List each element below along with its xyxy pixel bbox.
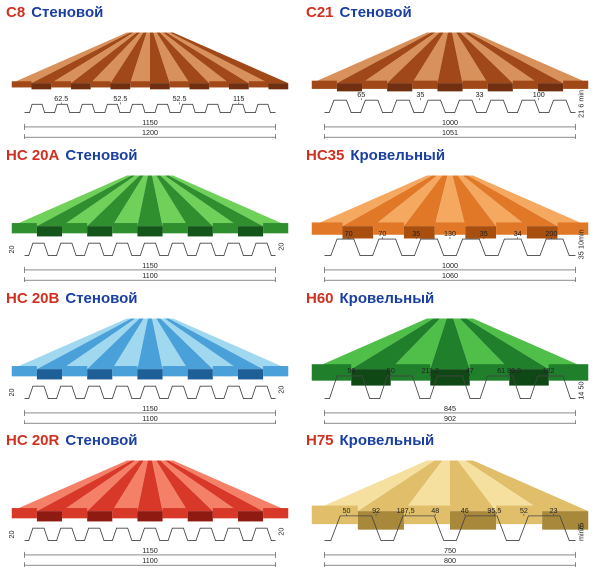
panel-title: С8 Стеновой [6,4,294,21]
panel-С8: С8 Стеновой 62.5 52.5 52.5 115 1150 1200 [0,0,300,143]
svg-text:1100: 1100 [142,556,157,565]
svg-text:845: 845 [444,403,456,412]
svg-text:50: 50 [347,365,355,374]
svg-text:1150: 1150 [142,403,157,412]
svg-text:115: 115 [233,94,244,103]
panel-НС 20В: НС 20В Стеновой 1150 1100 20 20 [0,286,300,429]
svg-text:6 min: 6 min [577,90,586,108]
svg-text:21: 21 [577,110,586,118]
svg-text:1150: 1150 [142,118,157,127]
panel-title: НС 20R Стеновой [6,432,294,449]
panel-illustration: 50 50 211,2 47 61 89.5 122 845 902 50 14 [306,309,594,425]
profile-code: Н60 [306,290,334,307]
panel-Н60: Н60 Кровельный 50 50 211,2 47 61 89.5 122 845 9… [300,286,600,429]
svg-text:200: 200 [545,229,557,238]
svg-text:50: 50 [343,506,351,515]
svg-text:1200: 1200 [142,128,158,137]
svg-text:1051: 1051 [442,128,458,137]
svg-text:1100: 1100 [142,271,157,280]
profile-type: Стеновой [65,432,137,449]
svg-text:902: 902 [444,414,456,423]
svg-text:20: 20 [277,242,286,250]
svg-text:35: 35 [412,229,420,238]
svg-text:100: 100 [533,90,545,99]
profile-type: Кровельный [350,147,445,164]
svg-text:1000: 1000 [442,118,458,127]
panel-title: НС 20В Стеновой [6,290,294,307]
profile-code: С21 [306,4,334,21]
svg-text:52.5: 52.5 [113,94,127,103]
profile-type: Стеновой [65,290,137,307]
profile-code: НС 20А [6,147,59,164]
svg-text:20: 20 [7,388,16,396]
svg-text:46: 46 [461,506,469,515]
svg-text:20: 20 [7,245,16,253]
svg-text:47: 47 [466,365,474,374]
svg-text:35: 35 [416,90,424,99]
svg-text:187,5: 187,5 [397,506,415,515]
svg-text:35: 35 [577,251,586,259]
svg-text:1060: 1060 [442,271,458,280]
svg-text:min6: min6 [577,526,586,542]
panel-title: Н75 Кровельный [306,432,594,449]
svg-text:122: 122 [543,365,555,374]
svg-text:50: 50 [387,365,395,374]
profile-code: НС 20В [6,290,59,307]
svg-text:62.5: 62.5 [54,94,68,103]
svg-text:750: 750 [444,546,456,555]
svg-text:1100: 1100 [142,414,157,423]
svg-text:1150: 1150 [142,546,157,555]
svg-text:1150: 1150 [142,261,157,270]
profile-code: Н75 [306,432,334,449]
panel-illustration: 1150 1100 20 20 [6,309,294,425]
svg-text:14: 14 [577,391,586,399]
panel-title: С21 Стеновой [306,4,594,21]
svg-text:33: 33 [476,90,484,99]
profile-type: Стеновой [340,4,412,21]
panel-НС35: НС35 Кровельный 70 70 35 130 35 34 200 1000 1060… [300,143,600,286]
profile-type: Стеновой [65,147,137,164]
svg-text:20: 20 [277,528,286,536]
svg-text:34: 34 [514,229,522,238]
panel-illustration: 1150 1100 20 20 [6,451,294,567]
profile-type: Стеновой [31,4,103,21]
panel-title: НС35 Кровельный [306,147,594,164]
panel-С21: С21 Стеновой 65 35 33 100 1000 1051 6 min 21 [300,0,600,143]
profile-type: Кровельный [340,290,435,307]
svg-text:70: 70 [378,229,386,238]
panel-illustration: 1150 1100 20 20 [6,166,294,282]
svg-text:130: 130 [444,229,456,238]
profile-type: Кровельный [340,432,435,449]
svg-text:20: 20 [277,385,286,393]
svg-text:48: 48 [431,506,439,515]
svg-text:95,5: 95,5 [487,506,501,515]
svg-text:65: 65 [357,90,365,99]
svg-text:10min: 10min [577,229,586,249]
panel-illustration: 65 35 33 100 1000 1051 6 min 21 [306,23,594,139]
svg-text:52.5: 52.5 [173,94,187,103]
svg-text:61 89.5: 61 89.5 [497,365,521,374]
svg-text:35: 35 [480,229,488,238]
panel-illustration: 5092187,5484695,55223 750 80075min6 [306,451,594,567]
svg-text:20: 20 [7,531,16,539]
panel-grid: С8 Стеновой 62.5 52.5 52.5 115 1150 1200 С21 Ст… [0,0,600,571]
panel-illustration: 70 70 35 130 35 34 200 1000 1060 10min 35 [306,166,594,282]
svg-text:70: 70 [345,229,353,238]
svg-text:23: 23 [550,506,558,515]
svg-text:1000: 1000 [442,261,458,270]
svg-text:92: 92 [372,506,380,515]
profile-code: НС 20R [6,432,59,449]
svg-text:50: 50 [577,381,586,389]
panel-illustration: 62.5 52.5 52.5 115 1150 1200 [6,23,294,139]
panel-title: НС 20А Стеновой [6,147,294,164]
panel-НС 20А: НС 20А Стеновой 1150 1100 20 20 [0,143,300,286]
panel-title: Н60 Кровельный [306,290,594,307]
profile-code: НС35 [306,147,344,164]
svg-text:211,2: 211,2 [422,365,439,374]
profile-code: С8 [6,4,25,21]
panel-Н75: Н75 Кровельный 50 92 187,5 48 46 95,5 52 23 750 8… [300,428,600,571]
svg-text:52: 52 [520,506,528,515]
svg-text:800: 800 [444,556,456,565]
panel-НС 20R: НС 20R Стеновой 1150 1100 20 20 [0,428,300,571]
